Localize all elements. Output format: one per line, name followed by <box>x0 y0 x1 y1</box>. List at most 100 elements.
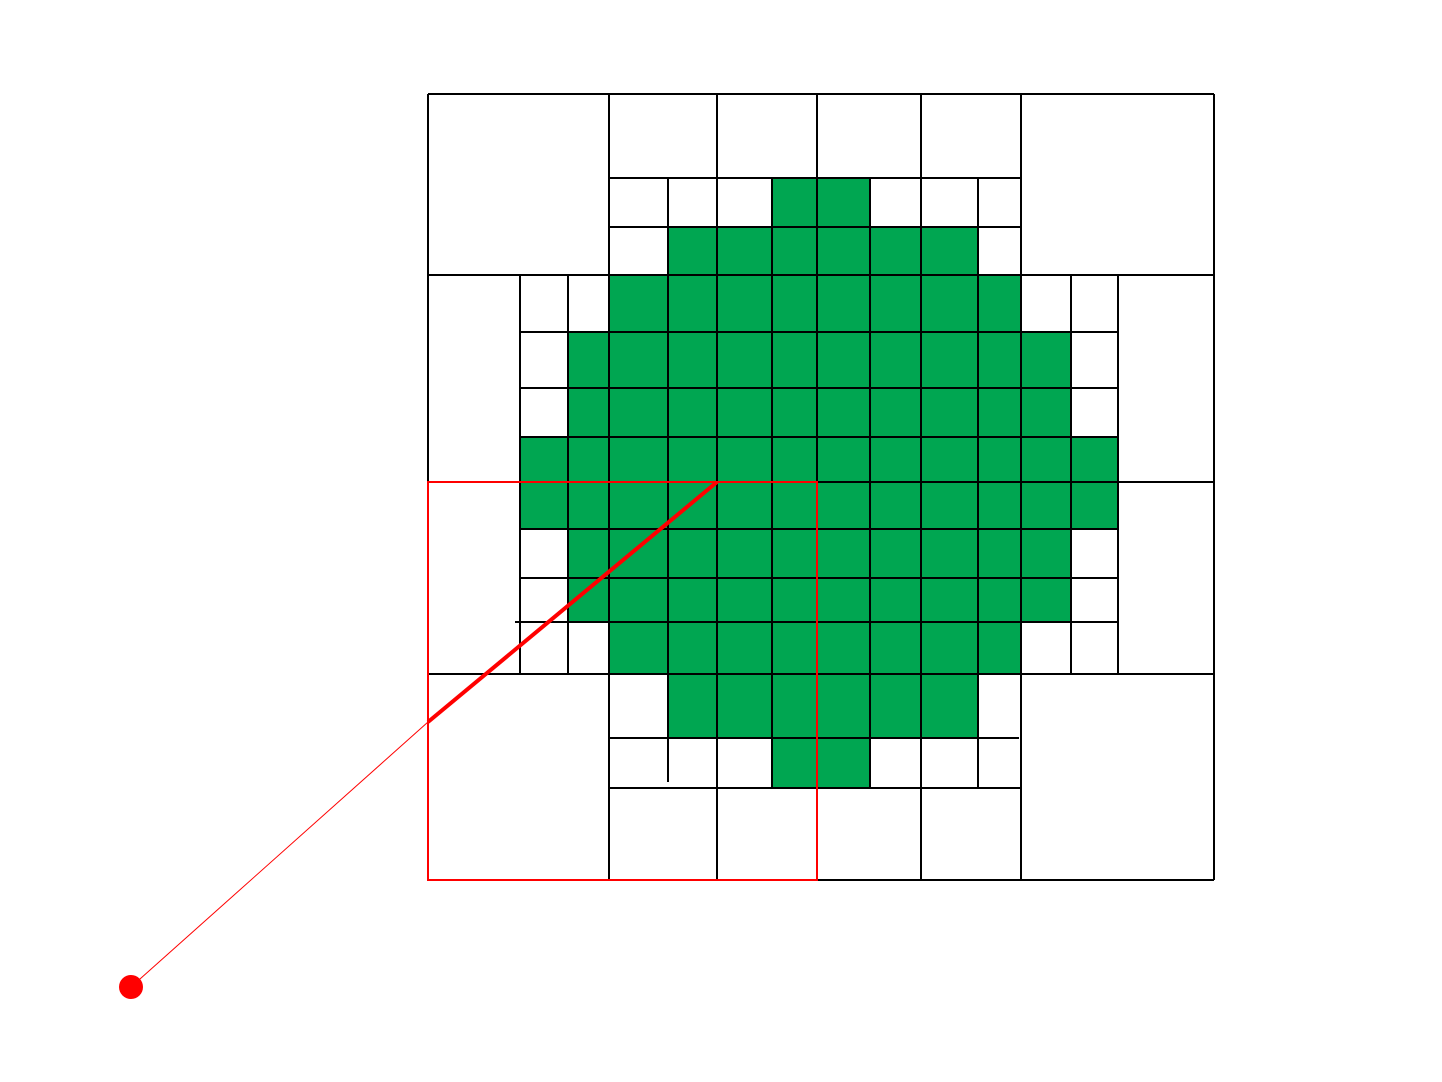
filled-cell <box>817 178 870 227</box>
filled-cell <box>568 482 609 529</box>
filled-cell <box>568 437 609 482</box>
filled-cell <box>978 332 1021 388</box>
filled-cell <box>1021 388 1071 437</box>
filled-cell <box>870 482 921 529</box>
filled-cell <box>717 227 772 275</box>
filled-cell <box>717 482 772 529</box>
filled-cell <box>870 622 921 674</box>
filled-cell <box>817 622 870 674</box>
filled-cell <box>717 275 772 332</box>
origin-point <box>119 975 143 999</box>
filled-cell <box>817 529 870 578</box>
filled-cell <box>978 437 1021 482</box>
filled-cell <box>1071 437 1118 482</box>
filled-cell <box>817 578 870 622</box>
filled-cell <box>568 388 609 437</box>
filled-cell <box>717 332 772 388</box>
filled-cell <box>772 437 817 482</box>
filled-cell <box>668 227 717 275</box>
filled-cell <box>717 674 772 738</box>
ray-thick <box>426 480 719 724</box>
filled-cell <box>870 275 921 332</box>
filled-cell <box>520 482 568 529</box>
filled-cell <box>772 482 817 529</box>
filled-cell <box>817 674 870 738</box>
filled-cell <box>772 674 817 738</box>
filled-cell <box>668 332 717 388</box>
filled-cell <box>870 674 921 738</box>
filled-cell <box>772 332 817 388</box>
highlight-box <box>427 481 818 881</box>
filled-cell <box>817 227 870 275</box>
filled-cell <box>1021 437 1071 482</box>
filled-cell <box>609 437 668 482</box>
filled-cell <box>870 578 921 622</box>
filled-cell <box>772 275 817 332</box>
filled-cell <box>668 437 717 482</box>
filled-cell <box>568 529 609 578</box>
filled-cell <box>817 482 870 529</box>
filled-cell <box>1021 482 1071 529</box>
filled-cell <box>817 738 870 788</box>
filled-cell <box>1021 332 1071 388</box>
filled-cell <box>717 437 772 482</box>
filled-cell <box>772 622 817 674</box>
filled-cell <box>921 482 978 529</box>
filled-cell <box>817 275 870 332</box>
filled-cell <box>609 388 668 437</box>
filled-cell <box>817 437 870 482</box>
filled-cell <box>668 529 717 578</box>
filled-cell <box>609 622 668 674</box>
filled-cell <box>772 738 817 788</box>
filled-cell <box>609 482 668 529</box>
filled-cell <box>717 578 772 622</box>
filled-cell-group <box>520 178 1118 788</box>
filled-cell <box>772 227 817 275</box>
filled-cell <box>870 437 921 482</box>
filled-cell <box>921 275 978 332</box>
filled-cell <box>978 622 1021 674</box>
filled-cell <box>609 578 668 622</box>
filled-cell <box>772 178 817 227</box>
filled-cell <box>921 388 978 437</box>
filled-cell <box>520 437 568 482</box>
filled-cell <box>921 437 978 482</box>
filled-cell <box>870 388 921 437</box>
filled-cell <box>568 332 609 388</box>
filled-cell <box>668 388 717 437</box>
filled-cell <box>817 388 870 437</box>
ray-thin <box>130 721 429 988</box>
filled-cell <box>921 529 978 578</box>
filled-cell <box>978 529 1021 578</box>
filled-cell <box>870 227 921 275</box>
filled-cell <box>921 674 978 738</box>
filled-cell <box>717 622 772 674</box>
filled-cell <box>668 275 717 332</box>
filled-cell <box>772 578 817 622</box>
filled-cell <box>772 388 817 437</box>
filled-cell <box>1021 578 1071 622</box>
filled-cell <box>609 332 668 388</box>
filled-cell <box>772 529 817 578</box>
filled-cell <box>1071 482 1118 529</box>
filled-cell <box>668 622 717 674</box>
filled-cell <box>921 622 978 674</box>
filled-cell <box>668 674 717 738</box>
filled-cell <box>817 332 870 388</box>
filled-cell <box>921 227 978 275</box>
filled-cell <box>921 332 978 388</box>
filled-cell <box>668 578 717 622</box>
filled-cell <box>921 578 978 622</box>
filled-cell <box>870 332 921 388</box>
filled-cell <box>978 388 1021 437</box>
filled-cell <box>609 529 668 578</box>
filled-cell <box>978 578 1021 622</box>
filled-cell <box>870 529 921 578</box>
highlight-group <box>119 480 818 999</box>
filled-cell <box>609 275 668 332</box>
filled-cell <box>717 388 772 437</box>
filled-cell <box>717 529 772 578</box>
filled-cell <box>1021 529 1071 578</box>
filled-cell <box>978 482 1021 529</box>
